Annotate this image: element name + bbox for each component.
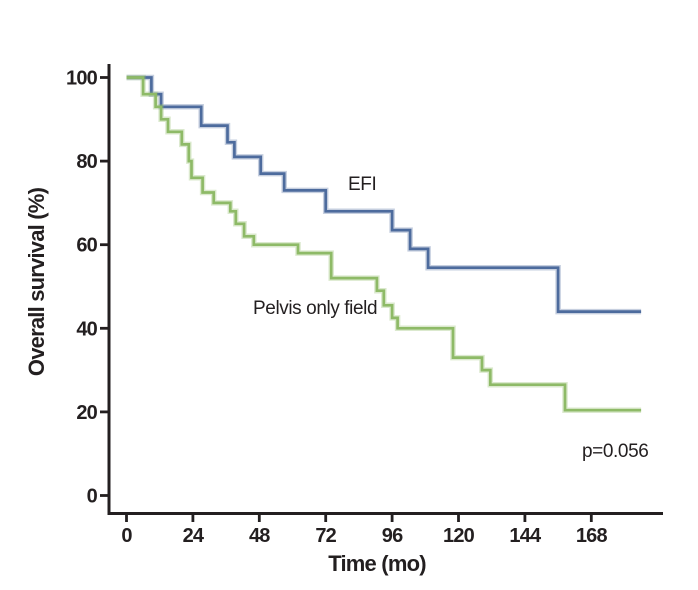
x-tick-label-0: 0 bbox=[121, 525, 132, 547]
y-tick-label-100: 100 bbox=[66, 68, 98, 90]
x-tick-label-48: 48 bbox=[249, 525, 270, 547]
y-tick-label-60: 60 bbox=[76, 235, 97, 257]
efi-survival-curve bbox=[126, 76, 642, 313]
x-axis-title: Time (mo) bbox=[328, 551, 426, 576]
x-axis-ticks: 0 24 48 72 96 120 144 168 bbox=[121, 515, 608, 547]
x-tick-label-24: 24 bbox=[183, 525, 205, 547]
pelvis-curve-label: Pelvis only field bbox=[253, 298, 377, 319]
x-tick-label-168: 168 bbox=[576, 525, 608, 547]
y-tick-label-40: 40 bbox=[76, 318, 97, 340]
x-tick-label-72: 72 bbox=[315, 525, 336, 547]
x-tick-label-96: 96 bbox=[382, 525, 403, 547]
y-axis-ticks: 0 20 40 60 80 100 bbox=[66, 68, 108, 508]
p-value-label: p=0.056 bbox=[582, 441, 648, 462]
y-tick-label-80: 80 bbox=[76, 151, 97, 173]
x-tick-label-120: 120 bbox=[443, 525, 475, 547]
pelvis-only-field-curve bbox=[126, 76, 642, 412]
x-tick-label-144: 144 bbox=[509, 525, 542, 547]
y-tick-label-0: 0 bbox=[87, 486, 98, 508]
efi-curve-label: EFI bbox=[348, 174, 376, 195]
y-axis-title: Overall survival (%) bbox=[24, 187, 49, 376]
y-tick-label-20: 20 bbox=[76, 402, 97, 424]
